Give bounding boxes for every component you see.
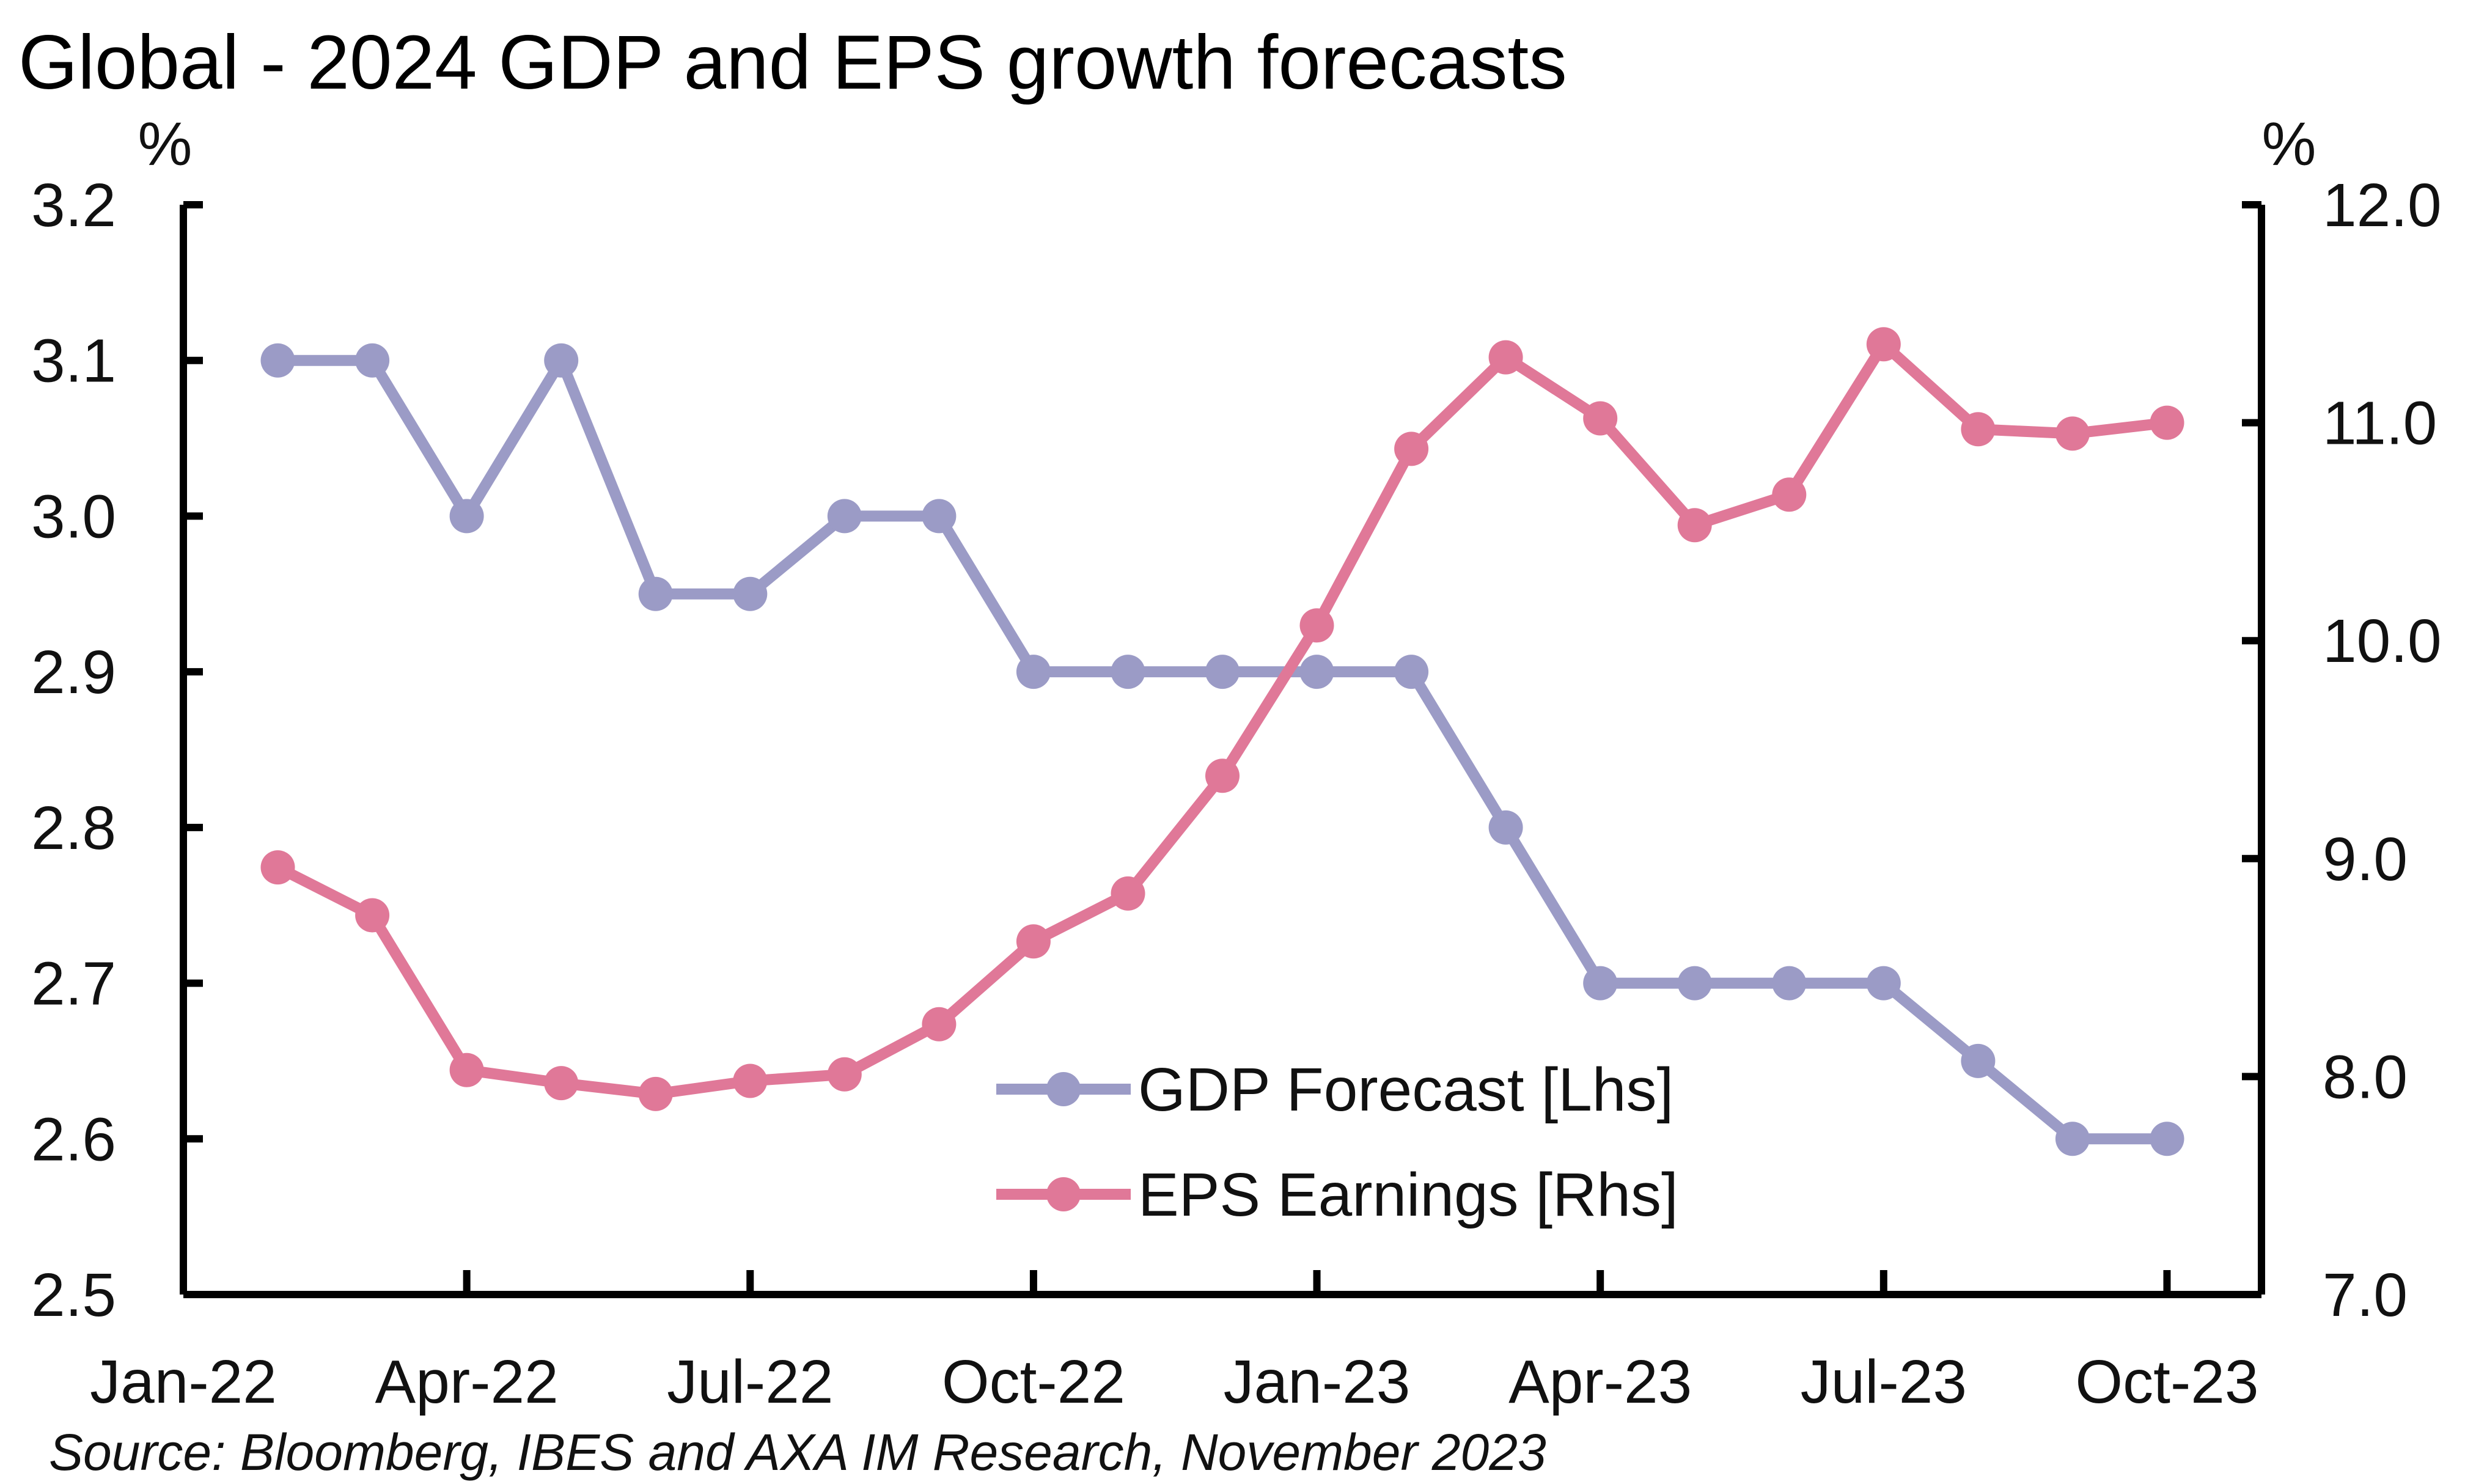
left-y-axis: 3.2 3.1 3.0 2.9 2.8 2.7 2.6 2.5 [31,171,203,1329]
data-point [1394,432,1429,466]
left-tick-label: 3.1 [31,327,116,395]
x-tick-label: Oct-22 [942,1348,1125,1416]
left-tick-label: 2.5 [31,1261,116,1329]
left-axis-unit: % [138,110,193,178]
data-point [1299,608,1334,643]
right-tick-label: 12.0 [2323,171,2442,240]
x-tick-label: Apr-23 [1508,1348,1692,1416]
data-point [733,1063,768,1098]
legend: GDP Forecast [Lhs] EPS Earnings [Rhs] [996,1056,1678,1229]
data-point [1961,1043,1996,1078]
data-point [1205,655,1240,689]
data-point [1111,876,1145,911]
legend-swatch-marker [1046,1177,1081,1211]
series-line [277,354,2167,1145]
left-tick-label: 2.9 [31,638,116,707]
data-point [449,499,484,534]
right-tick-label: 10.0 [2323,607,2442,675]
data-point [922,499,957,534]
series-eps [260,327,2184,1111]
right-y-axis: 12.0 11.0 10.0 9.0 8.0 7.0 [2242,171,2442,1329]
data-point [1583,966,1618,1001]
x-tick-label: Jan-23 [1224,1348,1411,1416]
data-point [1394,655,1429,689]
data-point [922,1007,957,1041]
data-point [1205,759,1240,793]
data-point [1866,327,1901,362]
left-tick-label: 3.2 [31,171,116,240]
left-tick-label: 2.8 [31,794,116,862]
legend-label: EPS Earnings [Rhs] [1138,1161,1678,1229]
data-point [1299,655,1334,689]
right-tick-label: 7.0 [2323,1261,2408,1329]
source-note: Source: Bloomberg, IBES and AXA IM Resea… [49,1423,1546,1481]
data-point [1016,924,1051,959]
series-layer [260,327,2184,1156]
axes [180,205,2265,1298]
x-tick-label: Jul-22 [667,1348,833,1416]
left-tick-label: 3.0 [31,482,116,551]
data-point [544,343,579,378]
data-point [2055,1122,2090,1156]
right-axis-unit: % [2262,110,2316,178]
data-point [1772,477,1807,512]
data-point [544,1066,579,1101]
data-point [2055,416,2090,451]
data-point [638,576,673,611]
data-point [449,1052,484,1087]
x-tick-label: Oct-23 [2075,1348,2258,1416]
x-tick-label: Jul-23 [1801,1348,1967,1416]
right-tick-label: 8.0 [2323,1043,2408,1111]
data-point [1866,966,1901,1001]
data-point [1583,401,1618,436]
x-tick-label: Jan-22 [90,1348,277,1416]
data-point [827,499,862,534]
series-gdp [260,343,2184,1156]
data-point [1488,340,1523,375]
data-point [1016,655,1051,689]
data-point [355,343,390,378]
data-point [1772,966,1807,1001]
x-axis: Jan-22 Apr-22 Jul-22 Oct-22 Jan-23 Apr-23 Jul-… [90,1270,2259,1416]
data-point [1488,810,1523,845]
data-point [733,576,768,611]
data-point [355,898,390,933]
data-point [1111,655,1145,689]
left-tick-label: 2.7 [31,950,116,1018]
data-point [1677,508,1712,543]
legend-swatch-marker [1046,1072,1081,1106]
legend-label: GDP Forecast [Lhs] [1138,1056,1673,1124]
data-point [638,1076,673,1111]
data-point [2150,405,2184,440]
left-tick-label: 2.6 [31,1105,116,1174]
data-point [1961,412,1996,447]
data-point [2150,1122,2184,1156]
chart-title: Global - 2024 GDP and EPS growth forecas… [18,20,1567,105]
data-point [1677,966,1712,1001]
data-point [827,1057,862,1092]
right-tick-label: 11.0 [2323,389,2437,458]
right-tick-label: 9.0 [2323,825,2408,894]
data-point [260,850,295,885]
data-point [260,343,295,378]
x-tick-label: Apr-22 [375,1348,559,1416]
